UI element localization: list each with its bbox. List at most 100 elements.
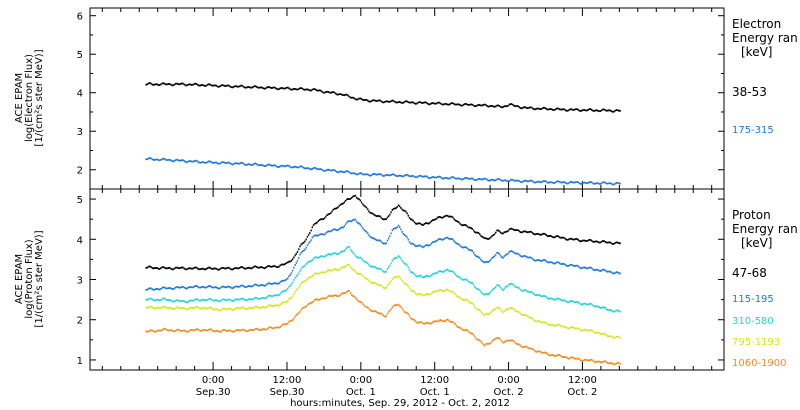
- data-point: [325, 232, 327, 235]
- data-point: [165, 298, 167, 301]
- data-point: [307, 233, 310, 236]
- data-point: [182, 329, 184, 332]
- data-point: [527, 180, 529, 183]
- data-point: [245, 164, 247, 166]
- data-point: [412, 243, 414, 245]
- data-point: [344, 265, 347, 268]
- data-point: [578, 182, 581, 185]
- data-point: [352, 172, 354, 175]
- data-point: [453, 217, 455, 220]
- data-point: [349, 292, 352, 294]
- data-point: [456, 242, 459, 245]
- data-point: [479, 233, 481, 236]
- data-point: [605, 361, 608, 363]
- data-point: [608, 309, 610, 311]
- data-point: [187, 160, 189, 163]
- data-point: [552, 182, 555, 184]
- data-point: [417, 321, 419, 324]
- data-point: [474, 285, 476, 288]
- data-point: [488, 105, 491, 108]
- data-point: [491, 289, 493, 292]
- data-point: [512, 228, 514, 231]
- data-point: [310, 229, 312, 232]
- data-point: [154, 267, 156, 269]
- data-point: [443, 290, 445, 293]
- data-point: [527, 256, 529, 259]
- data-point: [492, 179, 494, 181]
- data-point: [593, 331, 595, 334]
- data-point: [455, 177, 457, 180]
- data-point: [586, 182, 588, 185]
- data-point: [383, 218, 385, 221]
- data-point: [573, 327, 576, 330]
- data-point: [463, 103, 465, 106]
- data-point: [268, 265, 270, 267]
- data-point: [470, 177, 472, 180]
- data-point: [333, 294, 336, 297]
- data-point: [193, 83, 195, 85]
- data-point: [353, 172, 355, 175]
- data-point: [423, 223, 425, 225]
- data-point: [376, 267, 379, 270]
- data-point: [549, 108, 551, 110]
- data-point: [460, 178, 462, 181]
- data-point: [426, 321, 428, 324]
- data-point: [496, 229, 498, 232]
- data-point: [163, 158, 166, 160]
- data-point: [501, 256, 503, 258]
- data-point: [529, 179, 531, 182]
- data-point: [289, 165, 291, 168]
- data-point: [581, 303, 583, 306]
- data-point: [149, 287, 151, 290]
- data-point: [331, 169, 333, 172]
- data-point: [551, 354, 554, 356]
- data-point: [184, 268, 187, 271]
- data-point: [550, 181, 552, 184]
- data-point: [344, 223, 347, 226]
- data-point: [294, 276, 296, 279]
- data-point: [195, 266, 198, 269]
- data-point: [328, 169, 331, 171]
- data-point: [227, 84, 230, 87]
- data-point: [149, 82, 151, 84]
- data-point: [160, 299, 162, 301]
- data-point: [190, 299, 193, 302]
- data-point: [351, 196, 353, 199]
- y-tick-label: 2: [77, 316, 83, 327]
- data-point: [264, 328, 267, 331]
- data-point: [578, 302, 581, 305]
- data-point: [538, 107, 540, 110]
- data-point: [523, 180, 525, 182]
- data-point: [582, 182, 584, 184]
- data-point: [471, 250, 473, 252]
- data-point: [160, 83, 162, 86]
- data-point: [536, 350, 539, 353]
- data-point: [520, 231, 523, 234]
- data-point: [239, 329, 241, 332]
- data-point: [540, 233, 542, 236]
- data-point: [269, 304, 272, 307]
- data-point: [518, 180, 520, 182]
- data-point: [316, 298, 318, 301]
- data-point: [507, 339, 509, 342]
- data-point: [146, 83, 148, 86]
- data-point: [258, 329, 261, 331]
- data-point: [442, 177, 444, 180]
- data-point: [580, 303, 582, 306]
- data-point: [435, 102, 438, 105]
- data-point: [577, 301, 579, 304]
- data-point: [369, 309, 371, 311]
- data-point: [413, 175, 416, 178]
- data-point: [357, 173, 359, 176]
- data-point: [374, 173, 376, 175]
- data-point: [312, 257, 315, 260]
- data-point: [552, 324, 555, 327]
- data-point: [487, 105, 489, 108]
- data-point: [447, 236, 449, 239]
- data-point: [515, 179, 518, 182]
- data-point: [174, 329, 177, 332]
- data-point: [387, 283, 390, 285]
- data-point: [272, 295, 274, 297]
- data-point: [240, 298, 242, 300]
- data-point: [365, 261, 368, 264]
